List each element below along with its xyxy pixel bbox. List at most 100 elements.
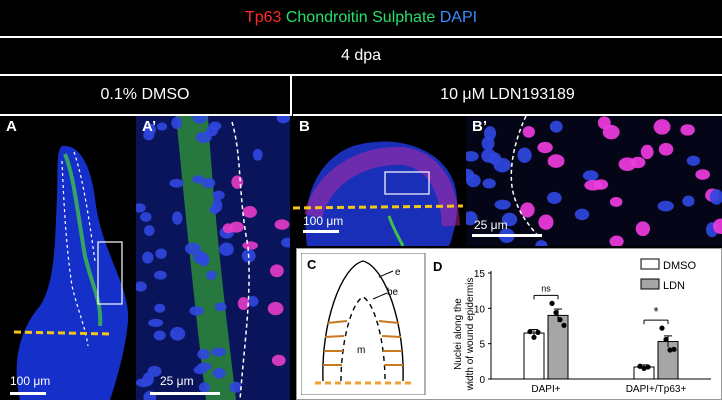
nucleus xyxy=(214,302,227,312)
nucleus xyxy=(229,381,242,393)
nucleus xyxy=(482,178,496,189)
nucleus xyxy=(538,214,554,230)
nucleus xyxy=(281,237,290,248)
nucleus xyxy=(247,296,259,307)
nucleus xyxy=(142,251,154,264)
nucleus xyxy=(657,200,674,212)
nucleus xyxy=(242,206,257,218)
nucleus xyxy=(695,169,711,180)
nucleus xyxy=(209,121,222,131)
nucleus xyxy=(494,199,511,210)
category-label: DAPI+ xyxy=(531,384,560,395)
significance-label: ns xyxy=(541,283,551,293)
panel-b-prime-micrograph xyxy=(466,116,722,246)
nucleus xyxy=(171,116,183,130)
data-point xyxy=(561,322,567,328)
stain-dapi-label: DAPI xyxy=(439,9,478,26)
nucleus xyxy=(630,156,646,169)
nucleus xyxy=(153,270,167,280)
stain-legend-bar: Tp63 Chondroitin Sulphate DAPI xyxy=(0,0,722,38)
panel-c-e-label: e xyxy=(395,267,401,278)
nucleus xyxy=(252,148,263,161)
nucleus xyxy=(147,365,162,377)
data-point xyxy=(641,365,647,371)
data-point xyxy=(659,325,665,331)
nucleus xyxy=(172,211,183,225)
nucleus xyxy=(653,119,671,135)
condition-ldn-header: 10 μM LDN193189 xyxy=(293,76,722,116)
nucleus xyxy=(466,211,478,226)
panel-b-image: B 100 μm xyxy=(293,116,463,246)
nucleus xyxy=(192,250,208,264)
data-point xyxy=(667,347,673,353)
nucleus xyxy=(709,189,722,205)
y-axis-label-line2: width of wound epidermis xyxy=(465,278,476,392)
panel-c-schematic: C e be m xyxy=(301,253,426,395)
condition-dmso-header: 0.1% DMSO xyxy=(0,76,292,116)
panel-b-scale-bar xyxy=(303,230,339,233)
nucleus xyxy=(148,318,164,327)
data-point xyxy=(671,346,677,352)
nucleus xyxy=(197,348,210,360)
stain-chondroitin-label: Chondroitin Sulphate xyxy=(285,9,436,26)
nucleus xyxy=(237,297,250,311)
panel-b-prime-scale-bar xyxy=(472,234,542,237)
nucleus xyxy=(609,235,624,246)
nucleus xyxy=(520,202,535,218)
panel-a-scale-bar xyxy=(10,392,46,395)
nucleus xyxy=(535,240,548,246)
legend-swatch xyxy=(640,258,660,270)
nucleus xyxy=(154,303,166,313)
panel-c-label: C xyxy=(307,257,317,272)
legend-swatch xyxy=(640,278,660,290)
panel-b-micrograph xyxy=(293,141,463,246)
data-point xyxy=(645,364,651,370)
nucleus xyxy=(140,212,152,222)
nucleus xyxy=(686,155,701,166)
nucleus xyxy=(143,130,155,141)
panel-a-micrograph xyxy=(13,145,129,400)
panel-b-prime-image: B’ 25 μm xyxy=(466,116,722,246)
nucleus xyxy=(658,142,674,156)
nucleus xyxy=(271,354,286,367)
nucleus xyxy=(466,173,481,188)
data-point xyxy=(553,309,559,316)
nucleus xyxy=(222,223,234,234)
panel-b-prime-scale-text: 25 μm xyxy=(474,218,508,232)
nucleus xyxy=(169,178,184,188)
panel-d-chart: D Nuclei along thewidth of wound epiderm… xyxy=(433,258,711,395)
nucleus xyxy=(211,347,227,357)
nucleus xyxy=(198,382,210,393)
panel-b-label: B xyxy=(299,118,310,135)
panel-a-prime-scale-bar xyxy=(150,392,220,395)
nucleus xyxy=(488,152,502,165)
nucleus xyxy=(219,242,234,256)
nucleus xyxy=(212,190,225,200)
nucleus xyxy=(269,264,284,278)
data-point xyxy=(637,363,643,369)
nucleus xyxy=(206,270,217,280)
nucleus xyxy=(501,212,518,227)
panel-a-label: A xyxy=(6,118,17,135)
data-point xyxy=(557,317,563,323)
nucleus xyxy=(680,124,695,136)
timepoint-label: 4 dpa xyxy=(340,47,382,64)
panel-d-label: D xyxy=(433,259,442,274)
bar xyxy=(523,332,545,380)
nucleus xyxy=(267,301,284,316)
y-tick-label: 10 xyxy=(474,304,486,315)
y-axis-label: Nuclei along thewidth of wound epidermis xyxy=(453,278,476,392)
panel-c-be-label: be xyxy=(387,287,399,298)
nucleus xyxy=(584,179,602,191)
nucleus xyxy=(170,326,186,341)
category-label: DAPI+/Tp63+ xyxy=(626,384,687,395)
nucleus xyxy=(136,203,146,213)
data-point xyxy=(535,329,541,335)
nucleus xyxy=(712,218,722,235)
schematic-and-chart-box: C e be m D Nuclei along thewidth of woun… xyxy=(296,248,722,400)
nucleus xyxy=(153,330,166,341)
nucleus xyxy=(184,242,201,255)
nucleus xyxy=(242,241,258,250)
chart-legend: DMSO LDN xyxy=(640,258,696,292)
panel-a-prime-label: A’ xyxy=(142,118,157,135)
